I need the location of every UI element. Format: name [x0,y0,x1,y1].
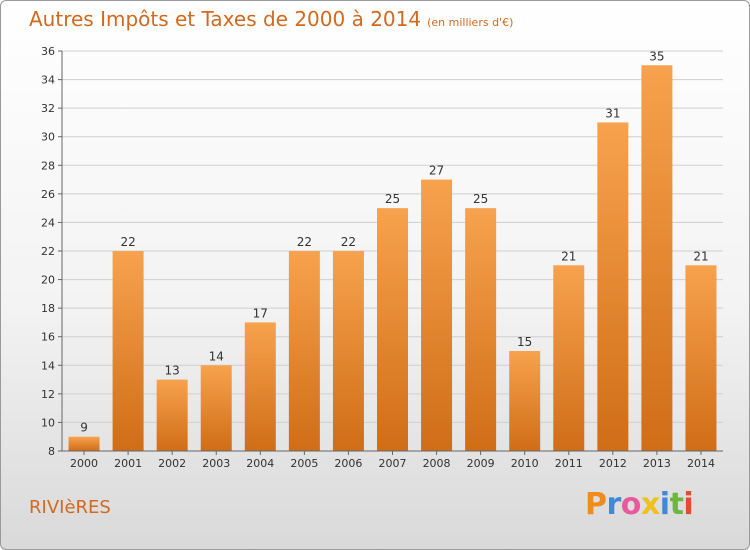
logo-letter: P [585,487,607,522]
x-tick-label: 2006 [334,457,362,470]
bar-2003 [200,365,232,451]
value-label: 35 [649,49,664,63]
value-label: 22 [341,235,356,249]
x-tick-label: 2013 [643,457,671,470]
value-label: 27 [429,164,444,178]
y-tick-label: 16 [41,331,55,344]
value-label: 14 [209,349,224,363]
x-tick-label: 2012 [599,457,627,470]
y-tick-label: 20 [41,274,55,287]
x-tick-label: 2003 [202,457,230,470]
y-tick-label: 34 [41,74,55,87]
y-tick-label: 14 [41,359,55,372]
chart-title-text: Autres Impôts et Taxes de 2000 à 2014 [29,7,422,31]
x-tick-label: 2004 [246,457,274,470]
x-tick-label: 2011 [555,457,583,470]
y-tick-label: 26 [41,188,55,201]
bar-2007 [377,208,408,451]
x-tick-label: 2014 [687,457,715,470]
logo-letter: r [606,487,622,522]
x-tick-label: 2010 [511,457,539,470]
logo-letter: i [683,487,694,522]
value-label: 25 [473,192,488,206]
x-tick-label: 2005 [290,457,318,470]
bar-2014 [685,265,717,451]
x-tick-label: 2009 [467,457,495,470]
value-label: 21 [561,249,576,263]
logo-letter: o [620,487,642,522]
y-tick-label: 32 [41,102,55,115]
value-labels: 9 22 13 14 17 22 22 25 27 25 15 21 31 35 21 [80,49,708,434]
bar-2009 [465,208,497,451]
bar-2005 [288,251,320,451]
bar-2002 [156,379,188,451]
logo-letter: t [669,487,684,522]
bar-2010 [509,351,541,451]
bar-2004 [244,322,276,451]
logo-letter: x [640,487,660,522]
y-tick-label: 10 [41,416,55,429]
value-label: 21 [693,249,708,263]
commune-name: RIVIèRES [29,497,111,518]
x-tick-labels: 2000 2001 2002 2003 2004 2005 2006 2007 2008 2009… [70,457,715,470]
bars [68,65,717,452]
bar-2013 [641,65,673,452]
y-tick-label: 22 [41,245,55,258]
value-label: 22 [120,235,135,249]
value-label: 22 [297,235,312,249]
value-label: 25 [385,192,400,206]
proxiti-logo: Proxiti [585,487,694,522]
x-tick-label: 2000 [70,457,98,470]
logo-letter: i [659,487,670,522]
x-tick-label: 2002 [158,457,186,470]
bar-2012 [597,122,629,451]
y-tick-label: 12 [41,388,55,401]
chart-title-unit: (en milliers d'€) [427,16,514,29]
bar-2006 [332,251,364,451]
bar-2011 [553,265,585,451]
bar-2000 [68,436,100,451]
y-tick-label: 36 [41,45,55,58]
axes [58,50,723,455]
y-tick-label: 28 [41,159,55,172]
value-label: 31 [605,106,620,120]
y-tick-label: 24 [41,216,55,229]
value-label: 9 [80,421,88,435]
bar-2001 [112,251,144,451]
x-tick-label: 2007 [379,457,407,470]
bar-2008 [421,179,453,452]
x-tick-label: 2001 [114,457,142,470]
chart-title: Autres Impôts et Taxes de 2000 à 2014 (en… [29,7,513,31]
y-tick-label: 8 [48,445,55,458]
x-tick-label: 2008 [423,457,451,470]
value-label: 13 [165,364,180,378]
y-tick-label: 18 [41,302,55,315]
y-tick-label: 30 [41,131,55,144]
value-label: 17 [253,306,268,320]
value-label: 15 [517,335,532,349]
y-tick-labels: 8 10 12 14 16 18 20 22 24 26 28 30 32 34 36 [41,45,55,458]
